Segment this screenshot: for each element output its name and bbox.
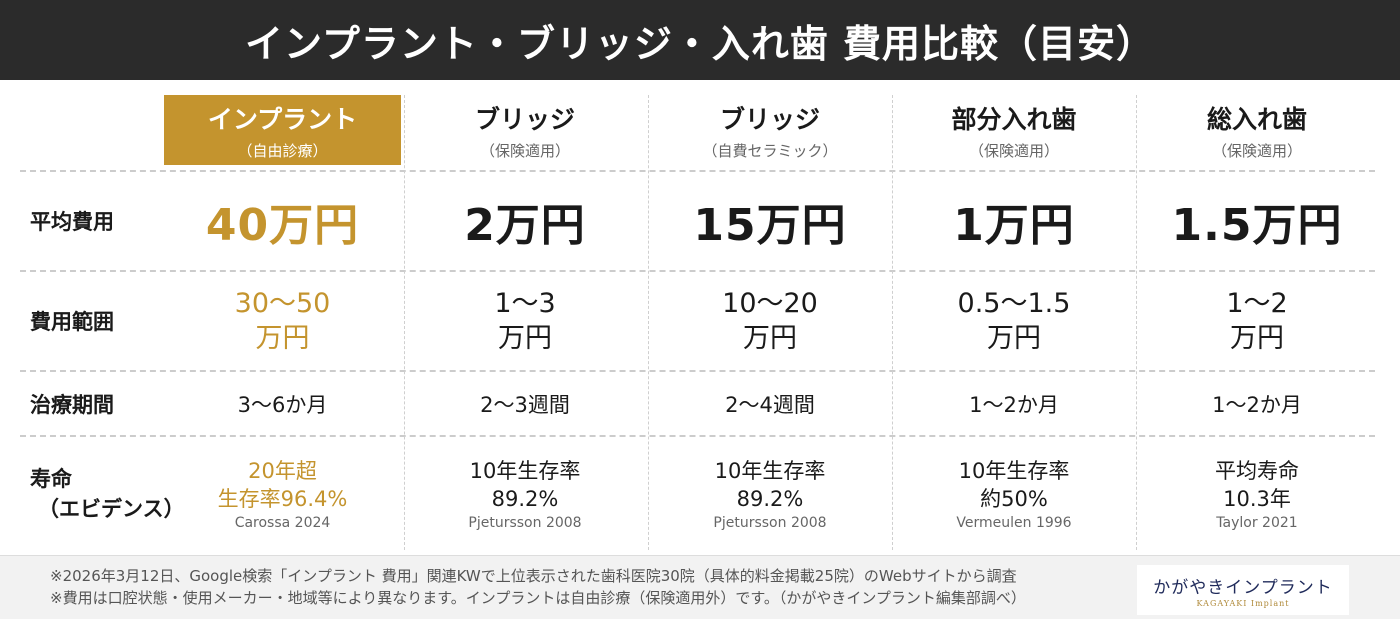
column-header-implant: インプラント （自由診療） — [164, 95, 401, 165]
evidence-label: （エビデンス） — [38, 496, 185, 521]
lifespan-line1: 10年生存率 — [958, 458, 1070, 483]
column-header-partial-denture: 部分入れ歯 （保険適用） — [893, 95, 1135, 165]
row-label-average-cost: 平均費用 — [30, 210, 114, 234]
row-label-lifespan: 寿命 （エビデンス） — [30, 437, 185, 550]
range-bridge-insurance: 1〜3 万円 — [405, 272, 645, 370]
column-subtitle: （保険適用） — [1211, 141, 1302, 160]
lifespan-implant: 20年超 生存率96.4% Carossa 2024 — [164, 437, 401, 550]
period-value: 3〜6か月 — [237, 392, 328, 417]
lifespan-line2: 約50% — [980, 486, 1048, 511]
lifespan-bridge-ceramic: 10年生存率 89.2% Pjetursson 2008 — [649, 437, 891, 550]
column-title: ブリッジ — [474, 104, 575, 134]
column-subtitle: （自由診療） — [237, 141, 328, 160]
range-value: 1〜3 — [494, 288, 556, 319]
lifespan-line2: 89.2% — [491, 486, 559, 511]
column-title: 総入れ歯 — [1206, 104, 1307, 134]
period-bridge-insurance: 2〜3週間 — [405, 372, 645, 435]
range-unit: 万円 — [743, 323, 797, 354]
lifespan-line1: 20年超 — [248, 458, 317, 483]
cost-value: 1.5万円 — [1171, 200, 1343, 251]
period-value: 2〜3週間 — [480, 392, 570, 417]
column-header-bridge-insurance: ブリッジ （保険適用） — [405, 95, 645, 165]
range-value: 1〜2 — [1226, 288, 1288, 319]
period-value: 1〜2か月 — [969, 392, 1059, 417]
row-label-cost-range: 費用範囲 — [30, 310, 114, 334]
lifespan-line1: 10年生存率 — [714, 458, 826, 483]
column-divider — [1136, 95, 1137, 550]
period-partial-denture: 1〜2か月 — [893, 372, 1135, 435]
range-value: 10〜20 — [722, 288, 818, 319]
lifespan-label: 寿命 — [30, 466, 72, 491]
lifespan-bridge-insurance: 10年生存率 89.2% Pjetursson 2008 — [405, 437, 645, 550]
logo-subtext: KAGAYAKI Implant — [1196, 598, 1290, 608]
column-divider — [892, 95, 893, 550]
avg-cost-bridge-insurance: 2万円 — [405, 172, 645, 270]
column-header-bridge-ceramic: ブリッジ （自費セラミック） — [649, 95, 891, 165]
avg-cost-partial-denture: 1万円 — [893, 172, 1135, 270]
column-subtitle: （保険適用） — [479, 141, 570, 160]
lifespan-full-denture: 平均寿命 10.3年 Taylor 2021 — [1137, 437, 1377, 550]
evidence-source: Taylor 2021 — [1216, 514, 1298, 531]
column-subtitle: （自費セラミック） — [702, 141, 838, 160]
cost-value: 1万円 — [953, 200, 1075, 251]
column-subtitle: （保険適用） — [968, 141, 1059, 160]
evidence-source: Vermeulen 1996 — [956, 514, 1072, 531]
row-divider — [20, 435, 1375, 437]
period-implant: 3〜6か月 — [164, 372, 401, 435]
period-value: 2〜4週間 — [725, 392, 815, 417]
lifespan-line1: 10年生存率 — [469, 458, 581, 483]
evidence-source: Carossa 2024 — [234, 514, 331, 531]
range-value: 0.5〜1.5 — [957, 288, 1071, 319]
lifespan-line1: 平均寿命 — [1215, 458, 1299, 483]
evidence-source: Pjetursson 2008 — [468, 514, 582, 531]
row-label-treatment-period: 治療期間 — [30, 392, 114, 417]
range-implant: 30〜50 万円 — [164, 272, 401, 370]
range-unit: 万円 — [255, 323, 310, 354]
evidence-source: Pjetursson 2008 — [713, 514, 827, 531]
range-bridge-ceramic: 10〜20 万円 — [649, 272, 891, 370]
row-divider — [20, 170, 1375, 172]
cost-value: 2万円 — [464, 200, 586, 251]
logo-text: かがやきインプラント — [1153, 577, 1333, 598]
range-partial-denture: 0.5〜1.5 万円 — [893, 272, 1135, 370]
lifespan-line2: 生存率96.4% — [217, 486, 348, 511]
range-unit: 万円 — [987, 323, 1041, 354]
column-title: インプラント — [207, 104, 358, 134]
row-divider — [20, 370, 1375, 372]
avg-cost-implant: 40万円 — [164, 172, 401, 270]
cost-value: 40万円 — [205, 200, 360, 251]
footnote-survey: ※2026年3月12日、Google検索「インプラント 費用」関連KWで上位表示… — [50, 567, 1017, 585]
footnote-disclaimer: ※費用は口腔状態・使用メーカー・地域等により異なります。インプラントは自由診療（… — [50, 589, 1026, 607]
column-header-full-denture: 総入れ歯 （保険適用） — [1137, 95, 1377, 165]
page-title: インプラント・ブリッジ・入れ歯 費用比較（目安） — [244, 21, 1156, 66]
column-divider — [404, 95, 405, 550]
range-unit: 万円 — [1230, 323, 1284, 354]
column-title: 部分入れ歯 — [951, 104, 1077, 134]
title-banner: インプラント・ブリッジ・入れ歯 費用比較（目安） — [0, 0, 1400, 80]
period-full-denture: 1〜2か月 — [1137, 372, 1377, 435]
lifespan-partial-denture: 10年生存率 約50% Vermeulen 1996 — [893, 437, 1135, 550]
range-value: 30〜50 — [234, 288, 331, 319]
period-bridge-ceramic: 2〜4週間 — [649, 372, 891, 435]
period-value: 1〜2か月 — [1212, 392, 1302, 417]
range-unit: 万円 — [498, 323, 552, 354]
column-divider — [648, 95, 649, 550]
lifespan-line2: 89.2% — [736, 486, 804, 511]
row-divider — [20, 270, 1375, 272]
range-full-denture: 1〜2 万円 — [1137, 272, 1377, 370]
brand-logo: かがやきインプラント KAGAYAKI Implant — [1137, 565, 1349, 615]
avg-cost-bridge-ceramic: 15万円 — [649, 172, 891, 270]
avg-cost-full-denture: 1.5万円 — [1137, 172, 1377, 270]
cost-value: 15万円 — [693, 200, 847, 251]
lifespan-line2: 10.3年 — [1223, 486, 1291, 511]
column-title: ブリッジ — [719, 104, 820, 134]
